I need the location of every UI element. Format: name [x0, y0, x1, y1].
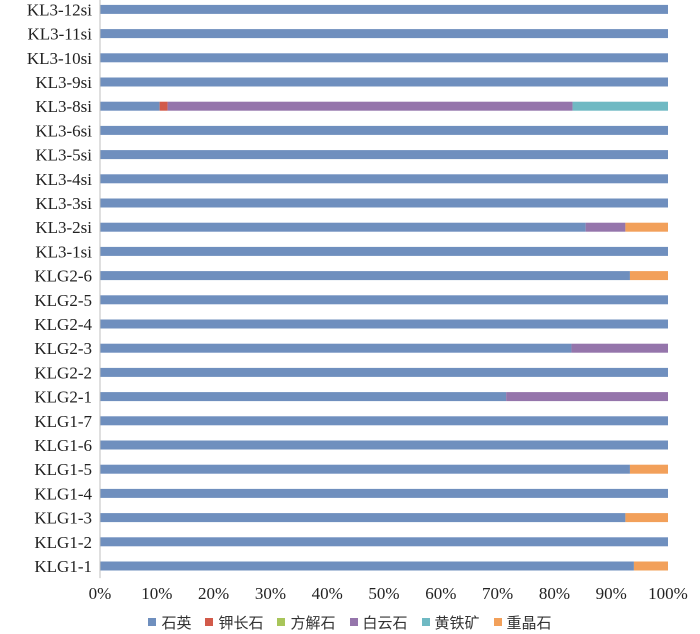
legend-swatch — [421, 618, 430, 626]
legend-swatch — [493, 618, 502, 626]
category-label: KLG2-2 — [34, 363, 92, 382]
bar-segment-KL3-8si-series-0 — [100, 101, 160, 111]
legend-label: 白云石 — [362, 613, 408, 632]
x-tick-label: 90% — [596, 584, 627, 603]
category-label: KLG2-5 — [34, 291, 92, 310]
bar-segment-KL3-10si-series-0 — [100, 53, 668, 63]
category-label: KLG1-7 — [34, 412, 92, 431]
legend-swatch — [349, 618, 358, 626]
legend-swatch — [148, 618, 157, 626]
legend-label: 钾长石 — [218, 613, 264, 632]
x-tick-label: 20% — [198, 584, 229, 603]
legend-label: 方解石 — [290, 613, 336, 632]
bar-segment-KL3-4si-series-0 — [100, 174, 668, 184]
legend-label: 黄铁矿 — [434, 613, 480, 632]
category-label: KLG2-6 — [34, 267, 92, 286]
bar-segment-KLG2-4-series-0 — [100, 319, 668, 329]
bar-segment-KLG2-6-series-5 — [629, 271, 668, 281]
x-tick-label: 40% — [312, 584, 343, 603]
bar-segment-KL3-3si-series-0 — [100, 198, 668, 208]
category-label: KL3-11si — [27, 25, 92, 44]
bar-segment-KLG2-5-series-0 — [100, 295, 668, 305]
x-tick-label: 100% — [648, 584, 688, 603]
x-tick-label: 0% — [89, 584, 112, 603]
bar-segment-KLG1-5-series-0 — [100, 464, 630, 474]
legend-item: 方解石 — [277, 612, 336, 633]
bar-segment-KLG1-1-series-0 — [100, 561, 634, 571]
category-label: KLG1-6 — [34, 436, 92, 455]
x-tick-label: 30% — [255, 584, 286, 603]
legend: 石英 钾长石 方解石 白云石 黄铁矿 重晶石 — [0, 612, 700, 632]
x-tick-label: 70% — [482, 584, 513, 603]
bar-segment-KLG1-7-series-0 — [100, 416, 668, 426]
legend-label: 重晶石 — [506, 613, 552, 632]
category-label: KLG1-4 — [34, 484, 92, 503]
category-label: KLG1-5 — [34, 460, 92, 479]
bar-segment-KL3-2si-series-5 — [625, 222, 668, 232]
bar-segment-KLG2-1-series-3 — [506, 392, 668, 402]
bar-segment-KL3-5si-series-0 — [100, 150, 668, 160]
category-label: KL3-9si — [35, 73, 92, 92]
category-label: KLG2-3 — [34, 339, 92, 358]
bar-segment-KLG1-3-series-5 — [625, 513, 668, 523]
stacked-bar-chart: KLG1-1 KLG1-2 KLG1-3 KLG1-4 KLG1-5 KLG1-6 KLG1… — [27, 0, 688, 603]
category-label: KL3-12si — [27, 0, 92, 19]
bar-segment-KLG1-2-series-0 — [100, 537, 668, 547]
category-label: KL3-5si — [35, 146, 92, 165]
legend-label: 石英 — [161, 613, 192, 632]
legend-item: 钾长石 — [205, 612, 263, 633]
bar-segment-KL3-12si-series-0 — [100, 4, 668, 14]
x-tick-label: 10% — [141, 584, 172, 603]
bar-segment-KL3-6si-series-0 — [100, 125, 668, 135]
bar-segment-KLG2-6-series-0 — [100, 271, 630, 281]
bar-segment-KLG2-3-series-3 — [571, 343, 668, 353]
category-label: KLG1-1 — [34, 557, 92, 576]
category-label: KLG1-3 — [34, 509, 92, 528]
bar-segment-KL3-2si-series-0 — [100, 222, 586, 232]
legend-swatch — [277, 618, 286, 626]
category-label: KL3-2si — [35, 218, 92, 237]
bar-segment-KLG2-3-series-0 — [100, 343, 572, 353]
bar-segment-KLG1-6-series-0 — [100, 440, 668, 450]
bar-segment-KLG1-3-series-0 — [100, 513, 626, 523]
category-label: KLG2-4 — [34, 315, 92, 334]
bar-segment-KL3-11si-series-0 — [100, 29, 668, 39]
x-axis-tick-labels: 0% 10% 20% 30% 40% 50% 60% 70% 80% 90% 100% — [89, 584, 688, 603]
bar-segment-KL3-8si-series-1 — [159, 101, 168, 111]
category-label: KL3-3si — [35, 194, 92, 213]
category-labels: KLG1-1 KLG1-2 KLG1-3 KLG1-4 KLG1-5 KLG1-6 KLG1… — [27, 0, 93, 576]
bar-segment-KLG1-4-series-0 — [100, 488, 668, 498]
category-label: KL3-6si — [35, 121, 92, 140]
bar-segment-KLG2-1-series-0 — [100, 392, 507, 402]
bar-segment-KL3-8si-series-3 — [167, 101, 573, 111]
bars-group — [100, 4, 668, 571]
bar-segment-KL3-2si-series-3 — [585, 222, 626, 232]
legend-swatch — [205, 618, 214, 626]
category-label: KLG2-1 — [34, 388, 92, 407]
x-tick-label: 80% — [539, 584, 570, 603]
legend-item: 黄铁矿 — [421, 612, 480, 633]
category-label: KL3-4si — [35, 170, 92, 189]
category-label: KL3-8si — [35, 97, 92, 116]
legend-item: 石英 — [148, 612, 191, 633]
legend-item: 白云石 — [349, 612, 408, 633]
bar-segment-KLG2-2-series-0 — [100, 367, 668, 377]
bar-segment-KLG1-1-series-5 — [633, 561, 668, 571]
x-tick-label: 50% — [368, 584, 399, 603]
category-label: KL3-1si — [35, 242, 92, 261]
bar-segment-KLG1-5-series-5 — [629, 464, 668, 474]
category-label: KLG1-2 — [34, 533, 92, 552]
category-label: KL3-10si — [27, 49, 92, 68]
bar-segment-KL3-8si-series-4 — [572, 101, 668, 111]
bar-segment-KL3-1si-series-0 — [100, 246, 668, 256]
legend-item: 重晶石 — [493, 612, 552, 633]
x-tick-label: 60% — [425, 584, 456, 603]
bar-segment-KL3-9si-series-0 — [100, 77, 668, 87]
